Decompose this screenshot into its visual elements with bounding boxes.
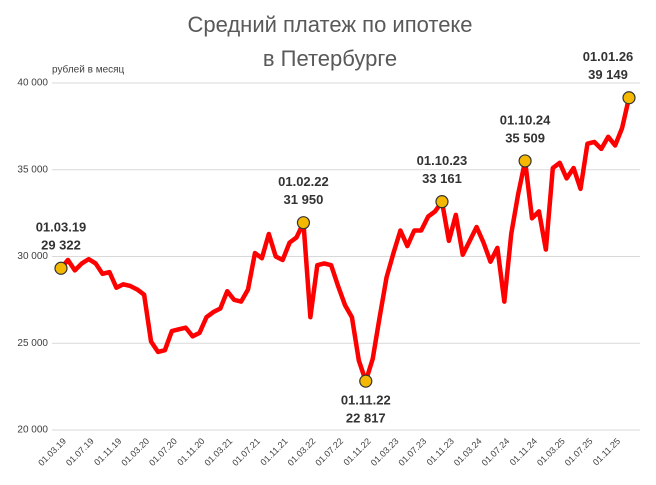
x-tick-label: 01.07.23 [396, 436, 428, 468]
point-marker [518, 154, 532, 168]
x-tick-label: 01.03.21 [202, 436, 234, 468]
x-tick-label: 01.03.25 [535, 436, 567, 468]
point-date-label: 01.11.22 [341, 393, 391, 408]
x-tick-label: 01.11.21 [258, 436, 289, 467]
x-tick-label: 01.11.24 [508, 436, 539, 467]
data-label: 29 322 [41, 238, 81, 253]
x-tick-label: 01.11.22 [341, 436, 372, 467]
point-date-label: 01.10.24 [500, 112, 551, 127]
point-marker [296, 216, 311, 230]
x-tick-label: 01.11.20 [175, 436, 206, 467]
x-tick-label: 01.11.23 [425, 436, 456, 467]
y-tick-label: 25 000 [17, 338, 48, 349]
x-tick-label: 01.07.19 [64, 436, 96, 468]
x-tick-label: 01.11.25 [591, 436, 622, 467]
chart-title: в Петербурге [263, 46, 397, 71]
point-date-label: 01.02.22 [278, 174, 329, 189]
line [59, 97, 632, 384]
x-tick-label: 01.03.22 [286, 436, 318, 468]
data-label: 22 817 [346, 411, 386, 426]
data-label: 33 161 [422, 171, 462, 186]
x-tick-label: 01.03.19 [36, 436, 68, 468]
point-date-label: 01.03.19 [36, 220, 87, 235]
data-label: 35 509 [505, 130, 545, 145]
y-axis-label: рублей в месяц [52, 64, 125, 76]
data-label: 39 149 [588, 67, 628, 82]
x-tick-label: 01.07.22 [313, 436, 345, 468]
chart-title: Средний платеж по ипотеке [187, 12, 472, 37]
y-tick-label: 40 000 [17, 78, 48, 89]
point-date-label: 01.01.26 [583, 49, 634, 64]
x-tick-label: 01.07.20 [147, 436, 179, 468]
data-label: 31 950 [284, 192, 324, 207]
point-marker [435, 195, 449, 209]
x-tick-label: 01.07.24 [480, 436, 512, 468]
y-tick-label: 30 000 [17, 251, 48, 262]
y-tick-label: 20 000 [17, 425, 48, 436]
x-tick-label: 01.11.19 [92, 436, 123, 467]
point-date-label: 01.10.23 [417, 153, 468, 168]
y-tick-label: 35 000 [17, 164, 48, 175]
point-marker [54, 261, 68, 275]
x-tick-label: 01.03.20 [119, 436, 151, 468]
x-tick-label: 01.03.23 [369, 436, 401, 468]
point-marker [622, 91, 636, 105]
x-tick-label: 01.07.21 [230, 436, 262, 468]
point-marker [359, 374, 373, 388]
x-tick-label: 01.03.24 [452, 436, 484, 468]
x-tick-label: 01.07.25 [563, 436, 595, 468]
